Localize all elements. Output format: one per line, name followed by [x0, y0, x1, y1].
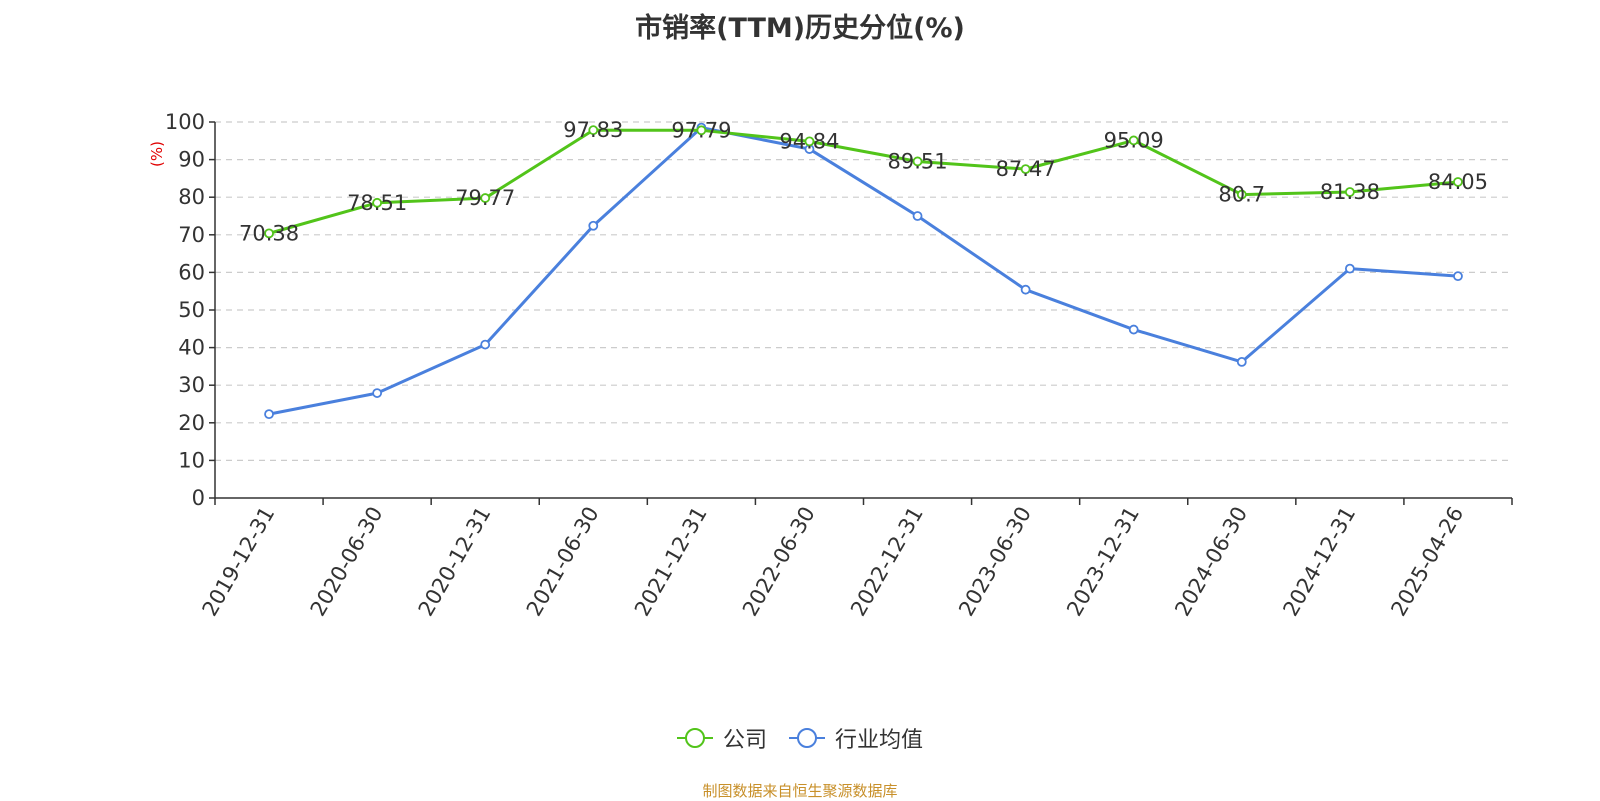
data-label-company: 80.7 [1218, 183, 1265, 207]
y-axis-label: (%) [148, 141, 166, 167]
y-tick-label: 60 [178, 260, 205, 284]
legend-industry-marker [789, 728, 825, 748]
data-point-industry[interactable] [1344, 263, 1355, 274]
x-tick-label: 2020-06-30 [306, 503, 388, 621]
data-point-industry[interactable] [1128, 324, 1139, 335]
chart-title: 市销率(TTM)历史分位(%) [635, 13, 965, 44]
data-point-industry[interactable] [264, 409, 274, 420]
data-point-industry[interactable] [480, 339, 491, 350]
x-tick-label: 2022-06-30 [738, 503, 820, 621]
x-tick-label: 2024-06-30 [1170, 503, 1252, 621]
series-line-company [268, 128, 1459, 235]
y-axis: 0 10 20 30 40 50 60 70 80 90 100 [165, 110, 216, 510]
data-point-company[interactable] [804, 136, 815, 147]
data-point-company[interactable] [1128, 135, 1139, 146]
data-label-company: 97.83 [563, 118, 623, 142]
data-label-company: 81.38 [1320, 180, 1380, 204]
x-tick-label: 2021-06-30 [522, 503, 604, 621]
x-tick-label: 2023-06-30 [954, 503, 1036, 621]
data-point-company[interactable] [696, 125, 707, 136]
y-tick-label: 90 [178, 148, 205, 172]
data-label-company: 97.79 [671, 118, 731, 142]
y-tick-label: 100 [165, 110, 205, 134]
data-point-company[interactable] [1344, 187, 1355, 197]
data-label-company: 89.51 [887, 149, 947, 173]
data-point-company[interactable] [1236, 189, 1247, 200]
y-tick-label: 10 [178, 448, 205, 472]
data-point-company[interactable] [912, 156, 923, 167]
y-tick-label: 50 [178, 298, 205, 322]
series-layer [264, 122, 1463, 420]
data-point-industry[interactable] [1453, 271, 1463, 282]
x-axis: 2019-12-31 2020-06-30 2020-12-31 2021-06-30… [198, 497, 1513, 621]
data-point-industry[interactable] [372, 388, 383, 398]
y-tick-label: 70 [178, 223, 205, 247]
data-label-company: 84.05 [1428, 170, 1488, 194]
y-tick-label: 80 [178, 185, 205, 209]
y-tick-label: 20 [178, 411, 205, 435]
data-source-note: 制图数据来自恒生聚源数据库 [702, 782, 898, 800]
legend-item-company[interactable]: 公司 [676, 722, 767, 754]
x-tick-label: 2021-12-31 [630, 503, 712, 621]
grid-lines [215, 121, 1512, 461]
data-point-company[interactable] [1020, 164, 1031, 175]
x-tick-label: 2019-12-31 [198, 503, 280, 621]
legend-item-industry-average[interactable]: 行业均值 [789, 722, 923, 754]
legend-company-marker [676, 728, 713, 748]
data-point-company[interactable] [372, 197, 383, 208]
x-tick-label: 2024-12-31 [1278, 503, 1360, 621]
data-point-company[interactable] [1453, 177, 1463, 187]
series-line-industry [268, 126, 1459, 416]
data-label-company: 70.38 [239, 221, 299, 245]
data-point-company[interactable] [480, 193, 491, 203]
legend: 公司 行业均值 [0, 722, 1600, 754]
y-tick-label: 40 [178, 336, 205, 360]
data-point-company[interactable] [588, 125, 599, 136]
legend-industry-label: 行业均值 [835, 728, 924, 753]
legend-company-label: 公司 [722, 728, 767, 753]
data-label-company: 79.77 [455, 186, 515, 210]
data-label-company: 94.84 [779, 129, 839, 153]
x-tick-label: 2020-12-31 [414, 503, 496, 621]
data-labels: 70.38 78.51 79.77 97.83 97.79 94.84 89.51 87.47… [239, 118, 1488, 245]
data-label-company: 78.51 [347, 191, 407, 215]
data-point-industry[interactable] [1020, 284, 1031, 295]
x-tick-label: 2025-04-26 [1386, 503, 1468, 621]
data-point-industry[interactable] [912, 211, 923, 221]
data-point-company[interactable] [264, 228, 274, 239]
x-tick-label: 2022-12-31 [846, 503, 928, 621]
data-point-industry[interactable] [1236, 356, 1247, 367]
data-point-industry[interactable] [588, 220, 599, 231]
x-tick-label: 2023-12-31 [1062, 503, 1144, 621]
y-tick-label: 30 [178, 373, 205, 397]
y-tick-label: 0 [192, 486, 205, 510]
data-label-company: 95.09 [1104, 128, 1164, 152]
data-label-company: 87.47 [996, 157, 1056, 181]
